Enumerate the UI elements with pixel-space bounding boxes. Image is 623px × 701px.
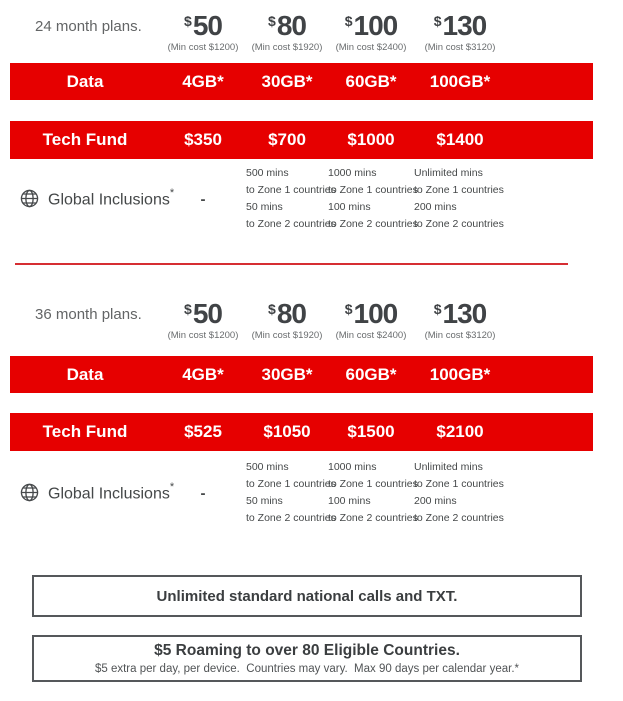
data-row: Data 4GB* 30GB* 60GB* 100GB* xyxy=(10,63,593,100)
data-value: 30GB* xyxy=(261,364,313,384)
data-row-label: Data xyxy=(66,71,104,91)
min-cost: (Min cost $1200) xyxy=(167,330,239,341)
global-inclusions-label: Global Inclusions* xyxy=(10,481,174,503)
tech-fund-value: $1050 xyxy=(263,422,311,441)
global-inclusion-cell: 500 mins to Zone 1 countries 50 mins to … xyxy=(246,461,336,524)
roaming-note-box: $5 Roaming to over 80 Eligible Countries… xyxy=(32,635,582,682)
data-value: 100GB* xyxy=(429,71,491,91)
min-cost: (Min cost $3120) xyxy=(424,330,496,341)
global-inclusion-cell: Unlimited mins to Zone 1 countries 200 m… xyxy=(414,461,504,524)
roaming-note-subtitle: $5 extra per day, per device. Countries … xyxy=(94,663,519,675)
national-calls-note-title: Unlimited standard national calls and TX… xyxy=(156,587,458,605)
global-inclusions-row: Global Inclusions* - 500 mins to Zone 1 … xyxy=(10,455,593,531)
plan-price: $100 (Min cost $2400) xyxy=(328,10,414,54)
roaming-note-title: $5 Roaming to over 80 Eligible Countries… xyxy=(154,642,460,659)
global-inclusions-text: Global Inclusions* xyxy=(48,480,175,503)
plan-section-24: 24 month plans. $50 (Min cost $1200) $80… xyxy=(10,10,623,237)
plan-price: $50 (Min cost $1200) xyxy=(160,298,246,342)
price-amount: 100 xyxy=(353,298,399,329)
price-amount: 130 xyxy=(442,10,488,41)
asterisk: * xyxy=(169,480,175,493)
globe-icon xyxy=(20,189,39,208)
currency-symbol: $ xyxy=(433,13,442,29)
plan-price: $130 (Min cost $3120) xyxy=(414,10,506,54)
plan-price: $50 (Min cost $1200) xyxy=(160,10,246,54)
min-cost: (Min cost $1920) xyxy=(251,42,323,53)
section-divider xyxy=(15,263,568,265)
global-inclusion-cell: Unlimited mins to Zone 1 countries 200 m… xyxy=(414,167,504,230)
data-value: 60GB* xyxy=(345,364,397,384)
price-amount: 100 xyxy=(353,10,399,41)
price-amount: 50 xyxy=(192,10,223,41)
national-calls-note-box: Unlimited standard national calls and TX… xyxy=(32,575,582,617)
global-inclusion-none: - xyxy=(200,484,206,502)
min-cost: (Min cost $2400) xyxy=(335,330,407,341)
data-value: 4GB* xyxy=(182,71,224,91)
tech-fund-row-label: Tech Fund xyxy=(42,422,128,441)
price-amount: 50 xyxy=(192,298,223,329)
currency-symbol: $ xyxy=(184,13,192,29)
min-cost: (Min cost $1200) xyxy=(167,42,239,53)
global-inclusions-text: Global Inclusions* xyxy=(48,186,175,209)
global-inclusions-row: Global Inclusions* - 500 mins to Zone 1 … xyxy=(10,161,593,237)
currency-symbol: $ xyxy=(344,13,353,29)
tech-fund-value: $525 xyxy=(184,422,222,441)
tech-fund-row: Tech Fund $350 $700 $1000 $1400 xyxy=(10,121,593,159)
currency-symbol: $ xyxy=(268,13,276,29)
tech-fund-value: $1000 xyxy=(347,130,395,149)
price-header-row: 24 month plans. $50 (Min cost $1200) $80… xyxy=(10,10,593,62)
currency-symbol: $ xyxy=(433,301,442,317)
tech-fund-row-label: Tech Fund xyxy=(42,130,128,149)
tech-fund-value: $1500 xyxy=(347,422,395,441)
data-row: Data 4GB* 30GB* 60GB* 100GB* xyxy=(10,356,593,393)
globe-icon xyxy=(20,483,39,502)
asterisk: * xyxy=(169,186,175,199)
data-row-label: Data xyxy=(66,364,104,384)
min-cost: (Min cost $1920) xyxy=(251,330,323,341)
min-cost: (Min cost $2400) xyxy=(335,42,407,53)
section-title: 24 month plans. xyxy=(35,18,142,35)
tech-fund-value: $350 xyxy=(184,130,222,149)
plan-price: $130 (Min cost $3120) xyxy=(414,298,506,342)
tech-fund-value: $2100 xyxy=(436,422,484,441)
data-value: 100GB* xyxy=(429,364,491,384)
global-inclusion-cell: 500 mins to Zone 1 countries 50 mins to … xyxy=(246,167,336,230)
plan-price: $80 (Min cost $1920) xyxy=(246,298,328,342)
data-value: 30GB* xyxy=(261,71,313,91)
plan-price: $100 (Min cost $2400) xyxy=(328,298,414,342)
tech-fund-value: $1400 xyxy=(436,130,484,149)
price-amount: 80 xyxy=(276,10,307,41)
currency-symbol: $ xyxy=(268,301,276,317)
data-value: 60GB* xyxy=(345,71,397,91)
price-amount: 80 xyxy=(276,298,307,329)
plan-section-36: 36 month plans. $50 (Min cost $1200) $80… xyxy=(10,298,623,531)
global-inclusion-cell: 1000 mins to Zone 1 countries 100 mins t… xyxy=(328,167,418,230)
global-inclusions-label: Global Inclusions* xyxy=(10,187,174,209)
min-cost: (Min cost $3120) xyxy=(424,42,496,53)
currency-symbol: $ xyxy=(344,301,353,317)
global-inclusion-none: - xyxy=(200,190,206,208)
tech-fund-row: Tech Fund $525 $1050 $1500 $2100 xyxy=(10,413,593,451)
global-inclusion-cell: 1000 mins to Zone 1 countries 100 mins t… xyxy=(328,461,418,524)
plan-price: $80 (Min cost $1920) xyxy=(246,10,328,54)
price-amount: 130 xyxy=(442,298,488,329)
price-header-row: 36 month plans. $50 (Min cost $1200) $80… xyxy=(10,298,593,350)
tech-fund-value: $700 xyxy=(268,130,306,149)
data-value: 4GB* xyxy=(182,364,224,384)
currency-symbol: $ xyxy=(184,301,192,317)
section-title: 36 month plans. xyxy=(35,306,142,323)
